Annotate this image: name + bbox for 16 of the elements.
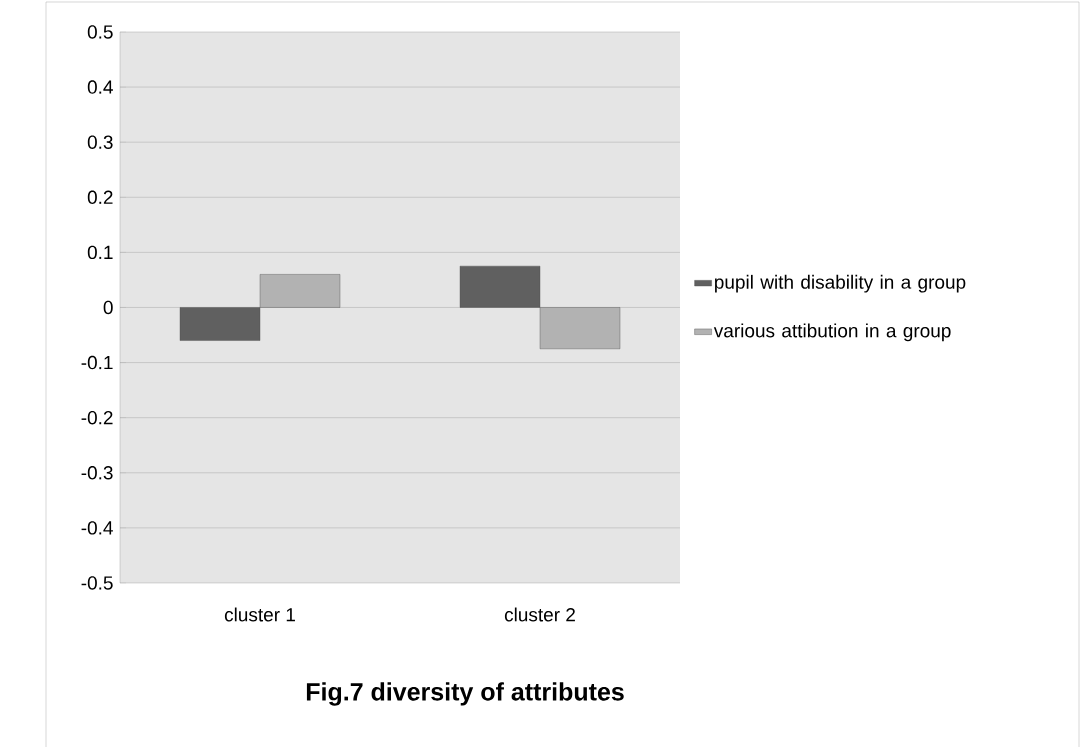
- x-tick-label: cluster 2: [504, 607, 575, 622]
- y-tick-label: 0: [103, 300, 113, 315]
- y-tick-label: -0.3: [81, 466, 113, 480]
- x-tick-label: cluster 1: [224, 607, 295, 622]
- y-tick-label: 0.2: [87, 190, 113, 205]
- legend-label: pupil with disability in a group: [715, 274, 966, 293]
- y-tick-label: 0.4: [87, 80, 113, 94]
- legend-label: various attibution in a group: [713, 323, 951, 342]
- y-tick-label: -0.1: [81, 355, 113, 370]
- y-tick-label: -0.2: [81, 410, 113, 425]
- y-tick-label: -0.4: [81, 521, 113, 535]
- y-tick-label: 0.3: [87, 135, 113, 149]
- y-tick-label: 0.5: [87, 25, 113, 39]
- text: Fig.7 diversity of attributes: [306, 682, 624, 706]
- y-tick-label: -0.5: [81, 576, 113, 590]
- y-tick-label: 0.1: [87, 245, 113, 260]
